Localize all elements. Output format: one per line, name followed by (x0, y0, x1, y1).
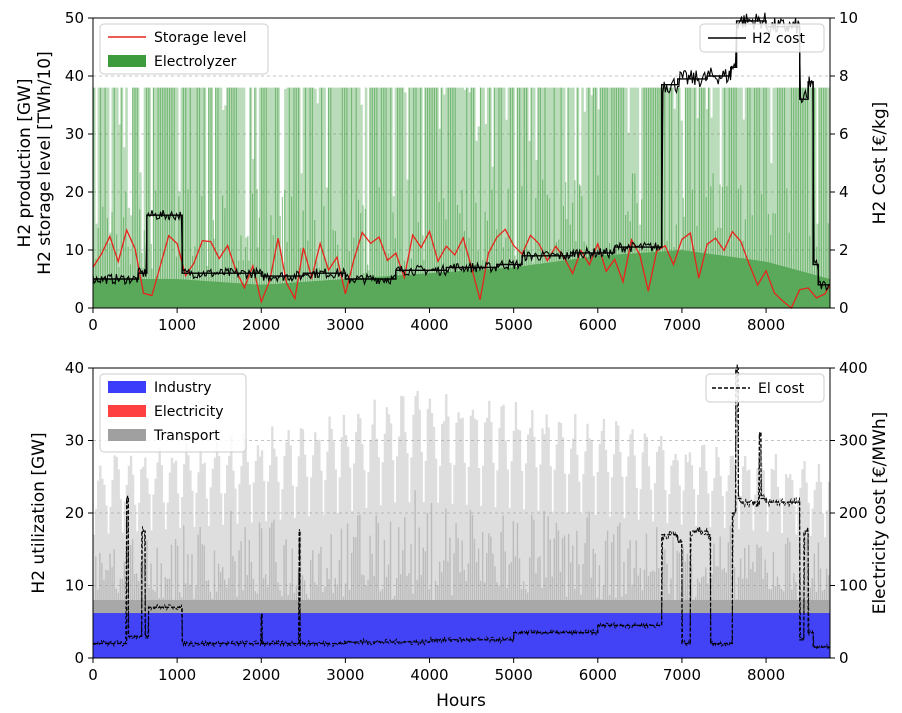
x-tick-label: 2000 (242, 316, 280, 334)
x-tick-label: 7000 (663, 666, 701, 684)
y-right-tick-label: 2 (839, 241, 849, 259)
x-tick-label: 5000 (495, 666, 533, 684)
x-tick-label: 0 (88, 316, 98, 334)
y-tick-label: 10 (65, 241, 84, 259)
industry-area-band (93, 613, 830, 658)
y-tick-label: 0 (74, 299, 84, 317)
h2-cost-series (92, 12, 830, 291)
transport-legend-label: Transport (153, 428, 220, 444)
p2-ylabel: H2 utilization [GW] (29, 432, 49, 593)
p1-y-ticks: 0 10 20 30 40 50 (65, 9, 93, 317)
p2-legend-right-box (705, 373, 825, 403)
p2-y-ticks-right: 0 100 200 300 400 (830, 359, 868, 667)
y-right-tick-label: 4 (839, 183, 849, 201)
y-right-tick-label: 10 (839, 9, 858, 27)
electrolyzer-area-base (93, 250, 830, 308)
electricity-legend-label: Electricity (154, 404, 224, 420)
el-cost-series (92, 363, 830, 652)
y-right-tick-label: 100 (839, 577, 868, 595)
storage-level-legend-label: Storage level (154, 30, 247, 46)
h2-cost-legend-label: H2 cost (752, 31, 805, 47)
x-tick-label: 8000 (747, 666, 785, 684)
y-tick-label: 50 (65, 9, 84, 27)
y-right-tick-label: 0 (839, 299, 849, 317)
transport-legend-swatch (108, 429, 146, 441)
industry-legend-label: Industry (154, 380, 212, 396)
y-tick-label: 30 (65, 125, 84, 143)
storage-level-series (92, 228, 831, 310)
x-tick-label: 1000 (158, 316, 196, 334)
y-right-tick-label: 0 (839, 649, 849, 667)
y-right-tick-label: 200 (839, 504, 868, 522)
x-tick-label: 4000 (410, 666, 448, 684)
h2-production-chart: 0 1000 2000 3000 4000 5000 6000 7000 8000 010203… (15, 9, 890, 334)
x-tick-label: 5000 (495, 316, 533, 334)
p2-ylabel-right: Electricity cost [€/MWh] (870, 412, 890, 615)
p2-legend-right: El cost (705, 373, 825, 403)
y-tick-label: 10 (65, 577, 84, 595)
x-tick-label: 3000 (326, 316, 364, 334)
y-right-tick-label: 8 (839, 67, 849, 85)
y-tick-label: 40 (65, 67, 84, 85)
y-right-tick-label: 400 (839, 359, 868, 377)
p1-ylabel-line1: H2 production [GW] (15, 79, 35, 248)
y-tick-label: 30 (65, 432, 84, 450)
electrolyzer-area (93, 87, 831, 308)
x-tick-label: 6000 (579, 666, 617, 684)
p1-legend-left: Storage level Electrolyzer (99, 23, 269, 75)
p1-frame (92, 17, 831, 309)
electrolyzer-legend-swatch (108, 55, 146, 67)
p2-y-ticks: 0 10 20 30 40 (65, 359, 93, 667)
industry-legend-swatch (108, 381, 146, 393)
p1-legend-right-box (699, 23, 825, 53)
p1-ylabel-right: H2 Cost [€/kg] (870, 102, 890, 225)
x-tick-label: 1000 (158, 666, 196, 684)
y-tick-label: 20 (65, 183, 84, 201)
h2-utilization-chart: 0 1000 2000 3000 4000 5000 6000 7000 8000 010203… (29, 359, 890, 711)
x-tick-label: 0 (88, 666, 98, 684)
p1-x-ticks: 0 1000 2000 3000 4000 5000 6000 7000 8000 (88, 308, 785, 334)
p1-y-ticks-right: 0 2 4 6 8 10 (830, 9, 858, 317)
x-tick-label: 3000 (326, 666, 364, 684)
p2-xlabel: Hours (436, 691, 486, 711)
el-cost-legend-label: El cost (758, 381, 805, 397)
y-tick-label: 0 (74, 649, 84, 667)
x-tick-label: 2000 (242, 666, 280, 684)
y-right-tick-label: 300 (839, 432, 868, 450)
x-tick-label: 8000 (747, 316, 785, 334)
industry-area (93, 613, 830, 658)
x-tick-label: 7000 (663, 316, 701, 334)
p1-legend-right: H2 cost (699, 23, 825, 53)
storage-level-line (92, 228, 831, 310)
electricity-legend-swatch (108, 405, 146, 417)
h2-cost-noise (92, 12, 830, 291)
x-tick-label: 4000 (410, 316, 448, 334)
el-cost-noise (92, 363, 830, 652)
y-right-tick-label: 6 (839, 125, 849, 143)
electrolyzer-legend-label: Electrolyzer (154, 54, 237, 70)
p2-x-ticks: 0 1000 2000 3000 4000 5000 6000 7000 8000 (88, 658, 785, 684)
p2-legend-left: Industry Electricity Transport (99, 373, 247, 453)
x-tick-label: 6000 (579, 316, 617, 334)
y-tick-label: 20 (65, 504, 84, 522)
y-tick-label: 40 (65, 359, 84, 377)
p1-ylabel-line2: H2 storage level [TWh/10] (35, 51, 55, 274)
